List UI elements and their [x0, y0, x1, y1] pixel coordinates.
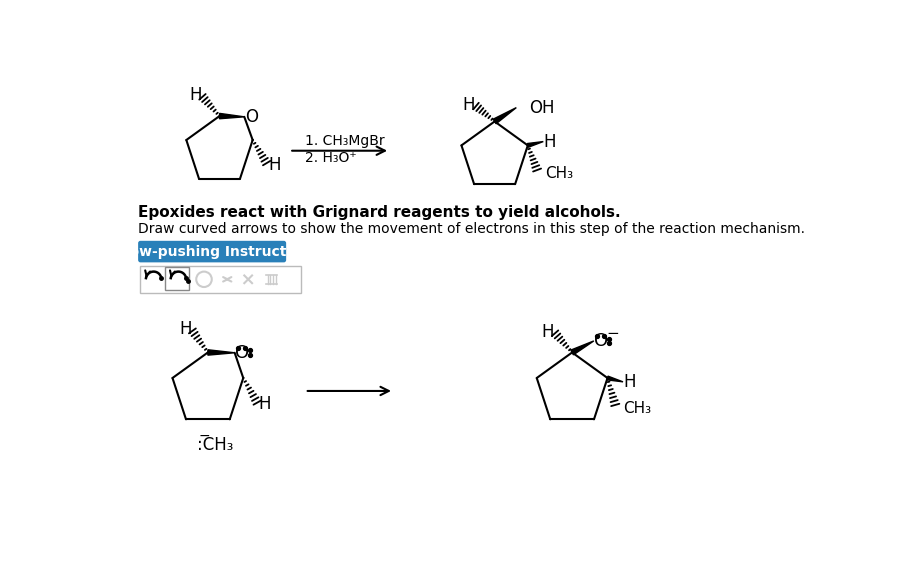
- Text: Epoxides react with Grignard reagents to yield alcohols.: Epoxides react with Grignard reagents to…: [138, 205, 620, 220]
- Text: H: H: [623, 373, 635, 391]
- Text: −: −: [607, 326, 619, 341]
- Polygon shape: [494, 108, 516, 124]
- FancyBboxPatch shape: [165, 267, 188, 290]
- Text: −: −: [199, 428, 210, 443]
- Text: Draw curved arrows to show the movement of electrons in this step of the reactio: Draw curved arrows to show the movement …: [138, 222, 805, 236]
- Text: OH: OH: [528, 99, 554, 117]
- Polygon shape: [220, 113, 244, 119]
- Polygon shape: [528, 141, 543, 148]
- Text: O: O: [594, 332, 607, 350]
- FancyBboxPatch shape: [138, 241, 286, 262]
- FancyBboxPatch shape: [141, 266, 301, 293]
- Text: :CH₃: :CH₃: [198, 436, 233, 454]
- Text: O: O: [244, 108, 257, 126]
- Polygon shape: [208, 350, 234, 355]
- Text: O: O: [234, 344, 249, 362]
- Text: 1. CH₃MgBr: 1. CH₃MgBr: [305, 133, 384, 148]
- Text: 2. H₃O⁺: 2. H₃O⁺: [305, 151, 357, 166]
- Text: H: H: [179, 320, 192, 338]
- Text: H: H: [463, 96, 475, 114]
- Text: H: H: [543, 132, 556, 150]
- Polygon shape: [571, 341, 594, 355]
- Text: H: H: [189, 86, 202, 104]
- Text: Arrow-pushing Instructions: Arrow-pushing Instructions: [106, 244, 319, 258]
- Text: CH₃: CH₃: [545, 166, 573, 181]
- Polygon shape: [607, 376, 623, 382]
- Text: H: H: [542, 323, 554, 341]
- Text: H: H: [259, 395, 271, 413]
- Text: CH₃: CH₃: [623, 400, 652, 415]
- Text: H: H: [268, 155, 280, 173]
